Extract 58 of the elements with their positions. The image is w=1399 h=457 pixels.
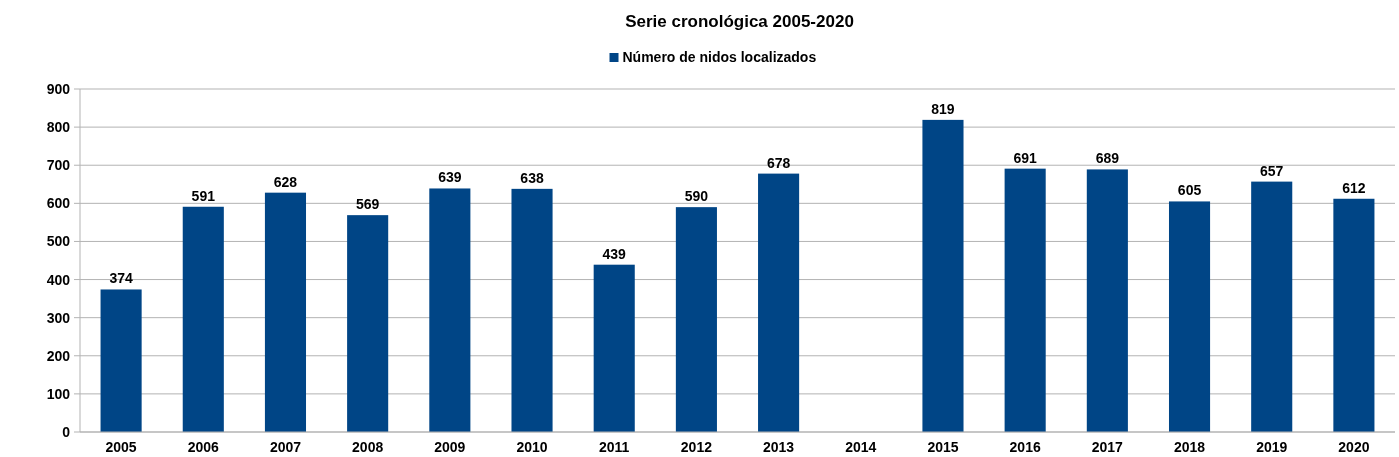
bar	[1251, 181, 1293, 432]
bar	[1333, 198, 1375, 432]
x-tick-label: 2007	[269, 439, 302, 455]
data-label: 657	[1260, 162, 1284, 179]
data-label: 569	[355, 196, 380, 213]
x-tick-label: 2018	[1173, 439, 1206, 455]
bar	[511, 188, 553, 432]
data-label: 605	[1177, 182, 1202, 199]
data-label: 639	[438, 169, 462, 186]
y-tick-label: 900	[46, 81, 71, 97]
data-label: 638	[520, 169, 544, 186]
y-tick-label: 400	[46, 271, 71, 288]
data-label: 374	[109, 270, 133, 287]
x-tick-label: 2014	[845, 439, 877, 455]
x-tick-label: 2017	[1091, 439, 1124, 455]
bar	[182, 206, 224, 432]
data-label: 819	[931, 100, 955, 117]
x-tick-label: 2019	[1256, 439, 1288, 455]
bar	[758, 173, 800, 432]
y-tick-label: 0	[62, 424, 71, 440]
y-tick-label: 200	[46, 347, 71, 364]
bar	[347, 215, 389, 432]
data-label: 590	[684, 188, 709, 205]
data-label: 691	[1013, 149, 1038, 166]
y-tick-label: 600	[46, 195, 71, 212]
y-tick-label: 800	[46, 119, 71, 136]
bar	[429, 188, 471, 432]
x-tick-label: 2016	[1009, 439, 1041, 455]
bar	[675, 207, 717, 432]
bar	[100, 289, 142, 432]
data-label: 689	[1095, 150, 1120, 167]
data-label: 628	[273, 173, 298, 190]
x-tick-label: 2015	[927, 439, 959, 455]
y-tick-label: 700	[46, 157, 71, 174]
legend-label: Número de nidos localizados	[622, 49, 817, 65]
x-tick-label: 2006	[187, 439, 220, 455]
y-tick-label: 100	[46, 385, 71, 402]
data-label: 439	[602, 245, 627, 262]
y-tick-label: 500	[46, 233, 71, 250]
chart-title: Serie cronológica 2005-2020	[625, 12, 854, 31]
bar	[1086, 169, 1128, 432]
x-tick-label: 2012	[680, 439, 713, 455]
x-tick-label: 2011	[599, 439, 630, 455]
bar	[264, 192, 307, 432]
bar	[922, 119, 964, 432]
y-tick-label: 300	[46, 309, 71, 326]
data-label: 612	[1342, 179, 1366, 196]
x-tick-label: 2020	[1338, 439, 1370, 455]
x-tick-label: 2013	[763, 439, 795, 455]
bar	[593, 264, 635, 432]
x-tick-label: 2010	[516, 439, 548, 455]
x-tick-label: 2005	[105, 439, 137, 455]
data-label: 678	[766, 154, 791, 171]
x-tick-label: 2009	[434, 439, 466, 455]
data-label: 591	[191, 187, 216, 204]
x-tick-label: 2008	[352, 439, 384, 455]
bar	[1004, 168, 1046, 432]
bar	[1168, 201, 1211, 432]
